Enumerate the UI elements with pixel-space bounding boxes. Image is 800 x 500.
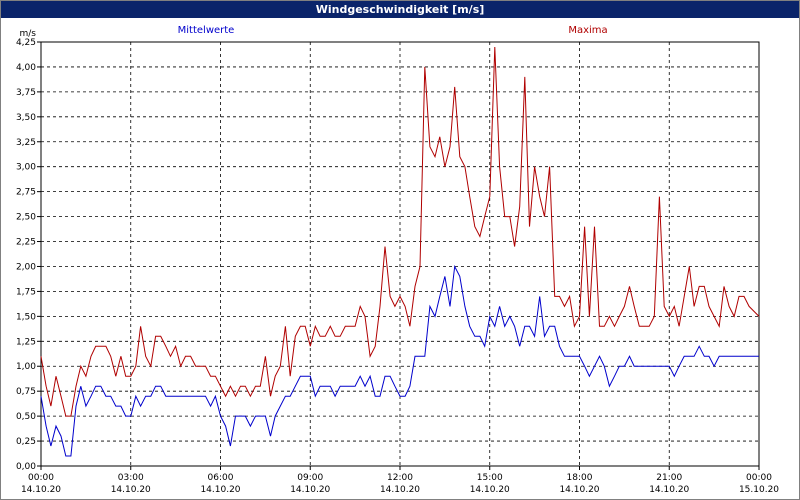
x-tick-date: 15.10.20 bbox=[739, 485, 779, 495]
x-tick-time: 15:00 bbox=[477, 473, 503, 483]
window-title: Windgeschwindigkeit [m/s] bbox=[1, 1, 799, 18]
legend-entry-maxima: Maxima bbox=[568, 25, 607, 36]
x-tick-date: 14.10.20 bbox=[649, 485, 689, 495]
x-tick-time: 12:00 bbox=[387, 473, 413, 483]
y-tick-label: 3,25 bbox=[16, 138, 36, 148]
legend: Mittelwerte Maxima bbox=[178, 25, 608, 36]
y-tick-label: 1,50 bbox=[16, 312, 36, 322]
x-tick-date: 14.10.20 bbox=[559, 485, 599, 495]
x-tick-date: 14.10.20 bbox=[470, 485, 510, 495]
y-axis-label: m/s bbox=[20, 29, 37, 39]
y-tick-label: 3,50 bbox=[16, 113, 36, 123]
x-tick-time: 00:00 bbox=[28, 473, 54, 483]
x-tick-date: 14.10.20 bbox=[200, 485, 240, 495]
y-tick-label: 4,25 bbox=[16, 38, 36, 48]
y-tick-label: 1,00 bbox=[16, 362, 36, 372]
legend-entry-mittelwerte: Mittelwerte bbox=[178, 25, 235, 36]
x-tick-date: 14.10.20 bbox=[111, 485, 151, 495]
series-line-maxima bbox=[40, 46, 760, 417]
x-tick-time: 18:00 bbox=[567, 473, 593, 483]
series-lines bbox=[40, 46, 760, 457]
y-tick-label: 0,50 bbox=[16, 412, 36, 422]
wind-speed-chart: 0,00 0,25 0,50 0,75 1,00 1,25 1,50 1,75 2,00 2,25… bbox=[16, 25, 779, 495]
series-line-mittelwerte bbox=[40, 264, 759, 457]
x-tick-time: 03:00 bbox=[118, 473, 144, 483]
x-tick-time: 09:00 bbox=[297, 473, 323, 483]
y-tick-label: 0,25 bbox=[16, 437, 36, 447]
y-tick-label: 2,75 bbox=[16, 188, 36, 198]
y-tick-label: 0,75 bbox=[16, 387, 36, 397]
y-tick-label: 1,75 bbox=[16, 287, 36, 297]
y-tick-label: 1,25 bbox=[16, 337, 36, 347]
x-tick-date: 14.10.20 bbox=[21, 485, 61, 495]
x-tick-time: 06:00 bbox=[208, 473, 234, 483]
x-tick-date: 14.10.20 bbox=[290, 485, 330, 495]
y-tick-label: 2,50 bbox=[16, 213, 36, 223]
y-tick-label: 0,00 bbox=[16, 462, 36, 472]
x-tick-date: 14.10.20 bbox=[380, 485, 420, 495]
y-axis-ticks: 0,00 0,25 0,50 0,75 1,00 1,25 1,50 1,75 2,00 2,25… bbox=[16, 38, 41, 472]
x-axis-ticks: 00:00 14.10.20 03:00 14.10.20 06:00 14.10.20 0… bbox=[21, 466, 779, 495]
grid bbox=[41, 42, 759, 466]
y-tick-label: 4,00 bbox=[16, 63, 36, 73]
x-tick-time: 21:00 bbox=[656, 473, 682, 483]
x-tick-time: 00:00 bbox=[746, 473, 772, 483]
y-tick-label: 2,00 bbox=[16, 262, 36, 272]
y-tick-label: 3,75 bbox=[16, 88, 36, 98]
y-tick-label: 2,25 bbox=[16, 238, 36, 248]
y-tick-label: 3,00 bbox=[16, 163, 36, 173]
